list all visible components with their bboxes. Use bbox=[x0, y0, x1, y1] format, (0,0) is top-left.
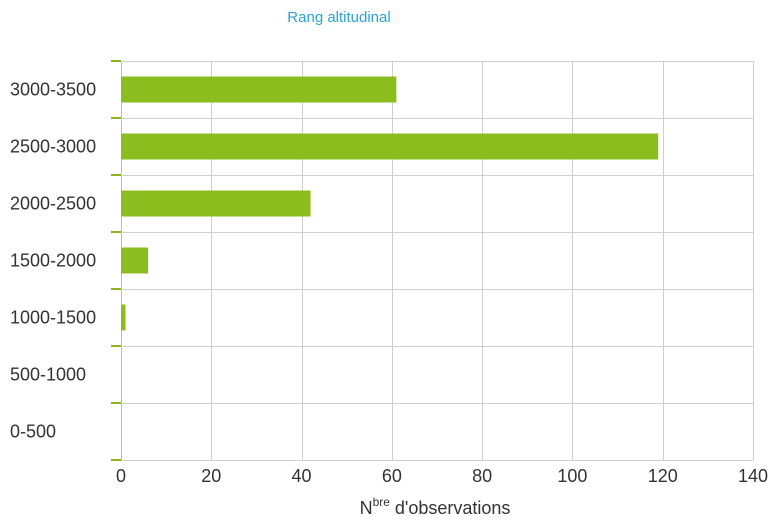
x-tick-label: 140 bbox=[738, 466, 768, 486]
x-tick-label: 120 bbox=[648, 466, 678, 486]
x-axis-label-prefix: N bbox=[360, 498, 373, 518]
x-tick-label: 0 bbox=[116, 466, 126, 486]
x-tick-label: 80 bbox=[472, 466, 492, 486]
bar-2000-2500 bbox=[121, 190, 311, 217]
chart-title: Rang altitudinal bbox=[287, 9, 390, 26]
category-label: 0-500 bbox=[10, 422, 56, 442]
x-axis-label-superscript: bre bbox=[373, 495, 391, 509]
category-label: 2000-2500 bbox=[10, 194, 96, 214]
bar-3000-3500 bbox=[121, 76, 397, 103]
bar-1000-1500 bbox=[121, 304, 126, 331]
bar-1500-2000 bbox=[121, 247, 149, 274]
category-labels: 3000-3500 2500-3000 2000-2500 1500-2000 1000… bbox=[10, 80, 96, 442]
grid-lines bbox=[121, 61, 754, 461]
x-axis-label: Nbre d'observations bbox=[360, 495, 511, 518]
x-tick-label: 20 bbox=[201, 466, 221, 486]
category-label: 1500-2000 bbox=[10, 251, 96, 271]
bars bbox=[121, 76, 659, 331]
x-axis-label-suffix: d'observations bbox=[390, 498, 511, 518]
category-label: 3000-3500 bbox=[10, 80, 96, 100]
bar-2500-3000 bbox=[121, 133, 659, 160]
x-tick-label: 60 bbox=[382, 466, 402, 486]
x-tick-labels: 0 20 40 60 80 100 120 140 bbox=[116, 466, 768, 486]
category-label: 500-1000 bbox=[10, 365, 86, 385]
x-tick-label: 100 bbox=[557, 466, 587, 486]
category-label: 2500-3000 bbox=[10, 137, 96, 157]
x-tick-label: 40 bbox=[292, 466, 312, 486]
category-label: 1000-1500 bbox=[10, 308, 96, 328]
category-ticks bbox=[111, 60, 121, 461]
